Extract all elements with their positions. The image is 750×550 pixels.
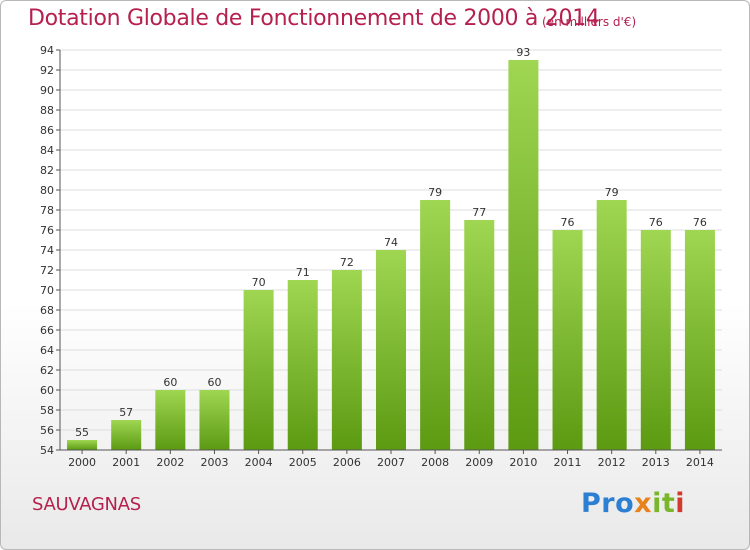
x-tick-label: 2004: [245, 456, 273, 469]
bar: [464, 220, 495, 450]
y-tick-label: 60: [40, 384, 54, 397]
commune-name: SAUVAGNAS: [32, 494, 141, 515]
data-label: 72: [340, 256, 354, 269]
logo-part-2: x: [634, 488, 653, 519]
x-tick-label: 2000: [68, 456, 96, 469]
bar: [596, 200, 627, 450]
bars: 55 57 60 60 70 71 72 74 79 77 93 76 79 76 76: [67, 46, 715, 450]
x-tick-label: 2013: [642, 456, 670, 469]
bar: [155, 390, 186, 450]
x-tick-label: 2008: [421, 456, 449, 469]
y-tick-label: 80: [40, 184, 54, 197]
y-tick-label: 88: [40, 104, 54, 117]
data-label: 77: [472, 206, 486, 219]
y-tick-label: 74: [40, 244, 54, 257]
y-tick-label: 76: [40, 224, 54, 237]
y-tick-label: 68: [40, 304, 54, 317]
axes: 54 56 58 60 62 64 66 68 70 72 74 76 78 80 82 84 86 88 90 92…: [40, 44, 722, 469]
y-tick-label: 86: [40, 124, 54, 137]
y-tick-label: 54: [40, 444, 54, 457]
chart-subtitle: (en milliers d'€): [542, 15, 637, 29]
data-label: 70: [252, 276, 266, 289]
bar: [287, 280, 318, 450]
x-tick-label: 2011: [554, 456, 582, 469]
data-label: 76: [693, 216, 707, 229]
data-label: 74: [384, 236, 398, 249]
bar: [243, 290, 274, 450]
y-tick-label: 78: [40, 204, 54, 217]
bar: [375, 250, 407, 450]
x-tick-label: 2001: [112, 456, 140, 469]
y-tick-label: 56: [40, 424, 54, 437]
x-tick-label: 2006: [333, 456, 361, 469]
bar: [552, 230, 583, 450]
x-tick-label: 2002: [156, 456, 184, 469]
y-tick-label: 62: [40, 364, 54, 377]
data-label: 57: [119, 406, 133, 419]
bar: [331, 270, 362, 450]
logo-part-4: i: [675, 488, 686, 519]
data-label: 79: [605, 186, 619, 199]
y-tick-label: 72: [40, 264, 54, 277]
y-tick-label: 58: [40, 404, 54, 417]
data-label: 76: [649, 216, 663, 229]
x-tick-label: 2010: [509, 456, 537, 469]
data-label: 76: [561, 216, 575, 229]
data-label: 71: [296, 266, 310, 279]
data-label: 60: [207, 376, 221, 389]
x-tick-label: 2003: [200, 456, 228, 469]
y-tick-label: 90: [40, 84, 54, 97]
bar: [420, 200, 451, 450]
bar: [684, 230, 715, 450]
logo-part-3: it: [652, 488, 676, 519]
x-tick-label: 2012: [598, 456, 626, 469]
x-tick-label: 2014: [686, 456, 714, 469]
proxiti-logo: Proxiti: [581, 488, 685, 519]
y-tick-label: 84: [40, 144, 54, 157]
y-tick-label: 64: [40, 344, 54, 357]
y-tick-label: 82: [40, 164, 54, 177]
x-tick-label: 2009: [465, 456, 493, 469]
y-tick-label: 92: [40, 64, 54, 77]
y-tick-label: 70: [40, 284, 54, 297]
x-tick-label: 2005: [289, 456, 317, 469]
bar: [508, 60, 539, 450]
bar: [640, 230, 671, 450]
data-label: 93: [516, 46, 530, 59]
logo-part-1: Pro: [581, 488, 635, 519]
chart-title: Dotation Globale de Fonctionnement de 20…: [28, 6, 600, 31]
data-label: 60: [163, 376, 177, 389]
y-tick-label: 94: [40, 44, 54, 57]
y-tick-label: 66: [40, 324, 54, 337]
bar: [67, 440, 98, 450]
data-label: 55: [75, 426, 89, 439]
bar: [199, 390, 230, 450]
bar: [111, 420, 142, 450]
x-tick-label: 2007: [377, 456, 405, 469]
data-label: 79: [428, 186, 442, 199]
